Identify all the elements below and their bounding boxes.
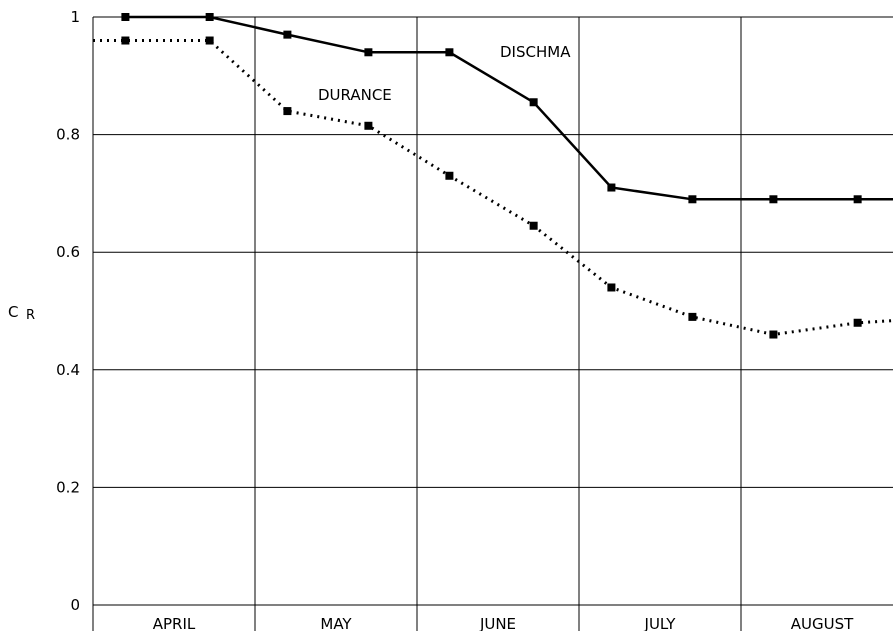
series-label-durance: DURANCE [318,86,392,104]
data-point-durance [769,330,778,339]
y-tick-label: 1 [70,8,80,26]
data-point-dischma [121,13,130,21]
y-tick-label: 0.4 [56,361,80,379]
y-tick-label: 0 [70,596,80,614]
y-tick-label: 0.2 [56,478,80,496]
data-point-dischma [205,13,214,21]
x-tick-label: MAY [320,615,352,631]
x-tick-label: JULY [644,615,677,631]
data-point-dischma [445,48,454,57]
data-point-dischma [853,195,862,204]
data-point-durance [121,36,130,45]
data-point-dischma [529,98,538,107]
series-line-durance [93,39,893,337]
data-point-durance [853,318,862,327]
y-tick-label: 0.6 [56,243,80,261]
data-point-dischma [364,48,373,57]
data-point-durance [283,107,292,116]
x-tick-label: JUNE [479,615,516,631]
y-axis-label-subscript: R [26,308,35,323]
series-layer [93,13,893,339]
data-point-dischma [283,30,292,39]
data-point-dischma [688,195,697,204]
grid-layer [92,16,893,631]
data-point-durance [205,36,214,45]
data-point-durance [364,121,373,130]
y-tick-label: 0.8 [56,126,80,144]
x-tick-label: APRIL [153,615,196,631]
data-point-durance [529,221,538,230]
data-point-durance [445,171,454,180]
label-layer: 0 0.2 0.4 0.6 0.8 1 APRIL MAY JUNE JULY AUGUST DISC… [8,8,854,633]
x-tick-label: AUGUST [791,615,854,631]
data-point-dischma [607,183,616,192]
data-point-durance [688,312,697,321]
data-point-durance [607,283,616,292]
y-axis-label: C [8,303,18,321]
series-label-dischma: DISCHMA [500,43,571,61]
data-point-dischma [769,195,778,204]
